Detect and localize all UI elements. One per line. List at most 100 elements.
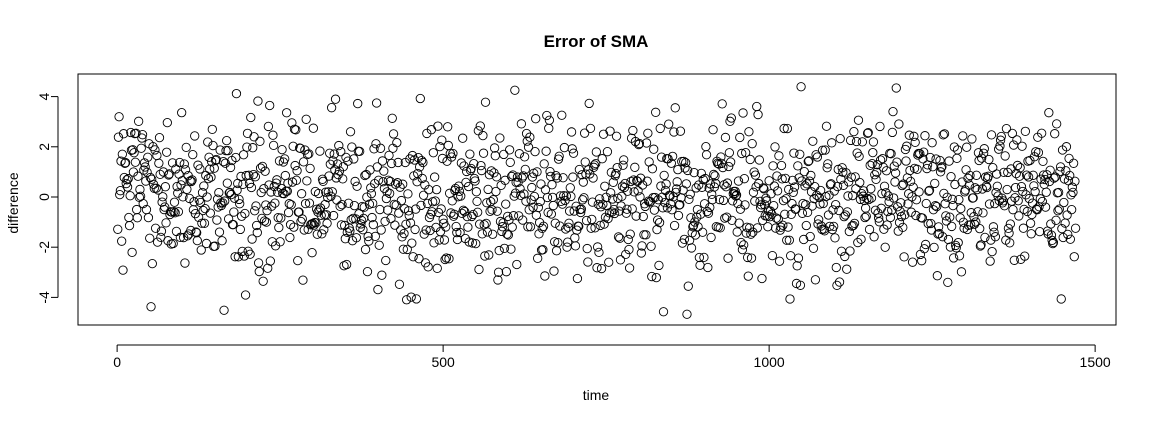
- data-point: [576, 204, 586, 214]
- data-point: [192, 235, 202, 246]
- data-point: [349, 201, 360, 211]
- data-point: [516, 119, 527, 129]
- data-point: [868, 147, 878, 158]
- data-point: [787, 175, 798, 186]
- data-point: [626, 176, 636, 187]
- data-point: [944, 156, 954, 166]
- data-point: [973, 207, 983, 217]
- data-point: [255, 136, 265, 146]
- data-point: [741, 228, 751, 238]
- data-point: [634, 138, 645, 149]
- data-point: [1035, 194, 1046, 204]
- data-point: [596, 202, 606, 212]
- data-point: [329, 149, 339, 159]
- data-point: [925, 152, 935, 163]
- data-point: [1037, 196, 1047, 207]
- data-point: [788, 187, 798, 197]
- data-point: [683, 281, 693, 291]
- data-point: [682, 165, 693, 176]
- data-point: [317, 229, 327, 239]
- data-point: [435, 226, 446, 237]
- data-point: [378, 177, 388, 187]
- data-point: [337, 200, 347, 210]
- data-point: [864, 194, 874, 205]
- data-point: [544, 115, 555, 125]
- data-point: [689, 167, 699, 178]
- data-point: [379, 166, 389, 176]
- data-point: [261, 217, 272, 227]
- data-point: [396, 225, 406, 235]
- data-point: [336, 220, 347, 230]
- data-point: [914, 187, 924, 197]
- data-point: [799, 234, 809, 245]
- data-point: [924, 186, 934, 196]
- data-point: [983, 171, 993, 181]
- data-point: [471, 187, 482, 197]
- data-point: [590, 223, 600, 233]
- data-point: [415, 93, 425, 104]
- data-point: [236, 211, 247, 221]
- data-point: [566, 191, 576, 202]
- data-point: [910, 137, 920, 148]
- data-point: [137, 133, 147, 143]
- data-point: [838, 180, 849, 190]
- data-point: [248, 143, 258, 153]
- data-point: [927, 138, 937, 148]
- data-point: [721, 182, 731, 192]
- data-point: [480, 97, 491, 107]
- data-point: [418, 190, 429, 200]
- data-point: [566, 127, 577, 137]
- data-point: [789, 182, 800, 192]
- data-point: [498, 218, 508, 228]
- data-point: [265, 100, 275, 111]
- data-point: [568, 172, 578, 182]
- data-point: [737, 244, 748, 255]
- data-point: [279, 189, 289, 199]
- data-point: [340, 234, 350, 244]
- data-point: [714, 194, 725, 205]
- data-point: [1044, 108, 1054, 118]
- data-point: [209, 163, 219, 173]
- data-point: [262, 205, 272, 216]
- data-point: [508, 211, 519, 221]
- data-point: [740, 200, 750, 210]
- data-point: [989, 227, 999, 237]
- data-point: [1058, 232, 1068, 243]
- data-point: [152, 150, 162, 161]
- data-point: [739, 174, 749, 184]
- data-point: [401, 295, 412, 305]
- data-point: [765, 212, 775, 222]
- data-point: [1013, 196, 1023, 206]
- data-point: [974, 155, 984, 166]
- data-point: [692, 204, 703, 215]
- data-point: [930, 178, 940, 189]
- data-point: [390, 220, 400, 230]
- data-point: [296, 216, 306, 227]
- data-point: [792, 261, 802, 271]
- data-point: [377, 270, 387, 280]
- data-point: [763, 222, 773, 232]
- data-point: [840, 210, 851, 220]
- data-point: [501, 267, 512, 277]
- data-point: [491, 172, 502, 182]
- data-point: [161, 218, 171, 228]
- data-point: [744, 127, 754, 137]
- data-point: [190, 131, 200, 141]
- data-point: [160, 202, 170, 212]
- data-point: [168, 238, 178, 249]
- data-point: [398, 179, 408, 189]
- data-point: [484, 250, 494, 260]
- data-point: [146, 302, 156, 312]
- data-point: [863, 127, 873, 138]
- data-point: [627, 204, 637, 214]
- data-point: [334, 140, 344, 151]
- data-point: [315, 146, 325, 156]
- data-point: [1024, 193, 1034, 204]
- data-point: [672, 177, 682, 187]
- data-point: [943, 277, 953, 288]
- data-point: [860, 203, 871, 213]
- data-point: [975, 241, 986, 251]
- data-point: [486, 166, 497, 176]
- data-point: [481, 218, 491, 229]
- data-point: [767, 250, 778, 261]
